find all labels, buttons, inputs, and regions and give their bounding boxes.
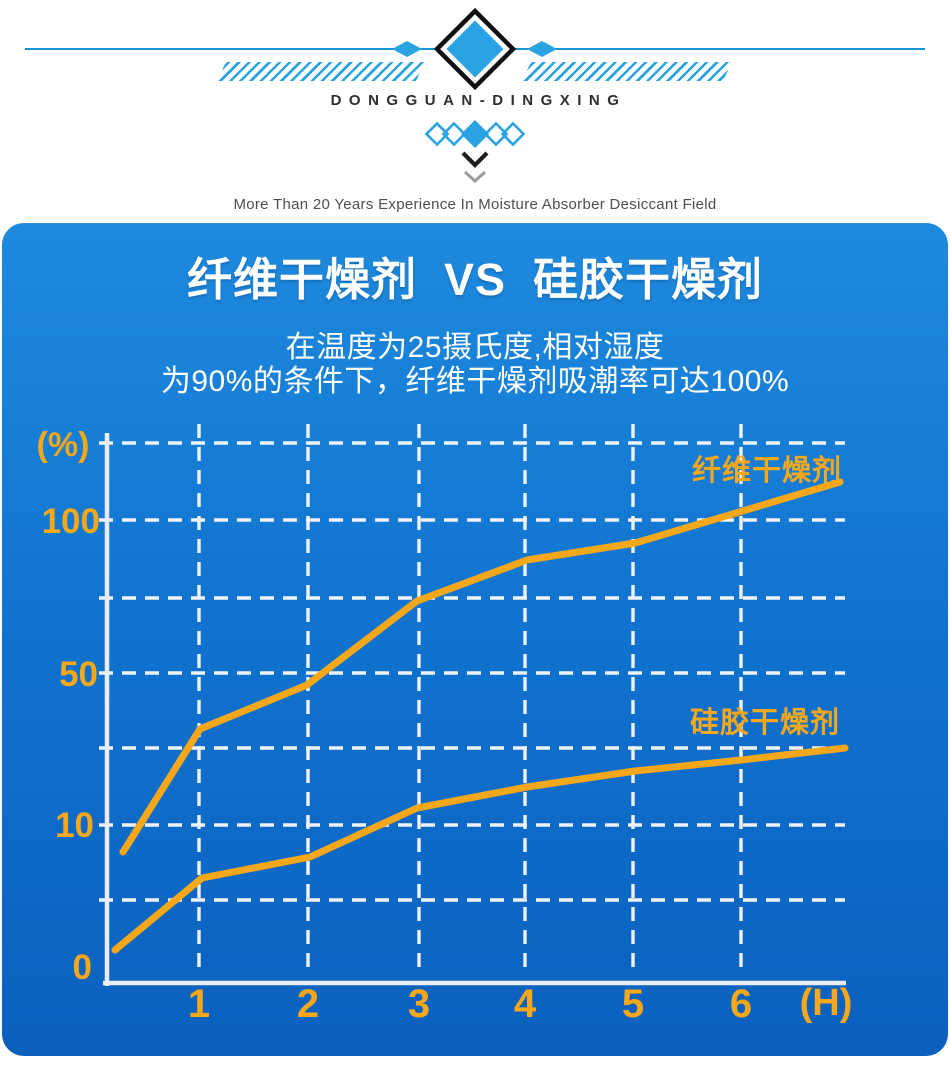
y-axis-tick-label: 50 bbox=[59, 655, 98, 694]
chart-subtitle-line1: 在温度为25摄氏度,相对湿度 bbox=[285, 331, 665, 364]
outline-diamond-icon bbox=[483, 121, 509, 147]
outline-diamond-icon bbox=[424, 121, 450, 147]
silica-series-label: 硅胶干燥剂 bbox=[689, 707, 840, 739]
fiber-series-label: 纤维干燥剂 bbox=[691, 455, 842, 487]
brand-name: DONGGUAN-DINGXING bbox=[330, 92, 627, 109]
x-axis-tick-label: 5 bbox=[621, 982, 645, 1026]
y-axis-unit-label: (%) bbox=[36, 426, 90, 464]
hatch-right-decoration bbox=[522, 62, 732, 81]
diamond-row-icon bbox=[424, 120, 526, 148]
logo-diamond-fill bbox=[446, 20, 504, 78]
y-axis-tick-label: 0 bbox=[72, 948, 92, 987]
x-axis-tick-label: 4 bbox=[513, 982, 537, 1026]
small-diamond-icon bbox=[527, 41, 557, 57]
x-axis-tick-label: 3 bbox=[407, 982, 431, 1026]
filled-diamond-icon bbox=[461, 120, 489, 148]
outline-diamond-icon bbox=[500, 121, 526, 147]
chart-subtitle-line2: 为90%的条件下，纤维干燥剂吸潮率可达100% bbox=[160, 365, 790, 398]
tagline: More Than 20 Years Experience In Moistur… bbox=[233, 196, 717, 213]
chart-title: 纤维干燥剂 VS 硅胶干燥剂 bbox=[186, 254, 764, 305]
logo-diamond-icon bbox=[433, 7, 517, 91]
hatch-left-decoration bbox=[217, 62, 425, 81]
x-axis-tick-label: 1 bbox=[187, 982, 211, 1026]
small-diamond-icon bbox=[392, 41, 422, 57]
x-axis-tick-label: 6 bbox=[729, 982, 753, 1026]
y-axis-tick-label: 100 bbox=[41, 502, 100, 541]
chevron-down-icons bbox=[461, 151, 489, 184]
x-axis-tick-label: 2 bbox=[296, 982, 320, 1026]
x-axis-unit-label: (H) bbox=[799, 982, 853, 1024]
outline-diamond-icon bbox=[441, 121, 467, 147]
chevron-down-icon-gray bbox=[463, 170, 487, 184]
chevron-down-icon bbox=[461, 151, 489, 168]
y-axis-tick-label: 10 bbox=[55, 806, 94, 845]
